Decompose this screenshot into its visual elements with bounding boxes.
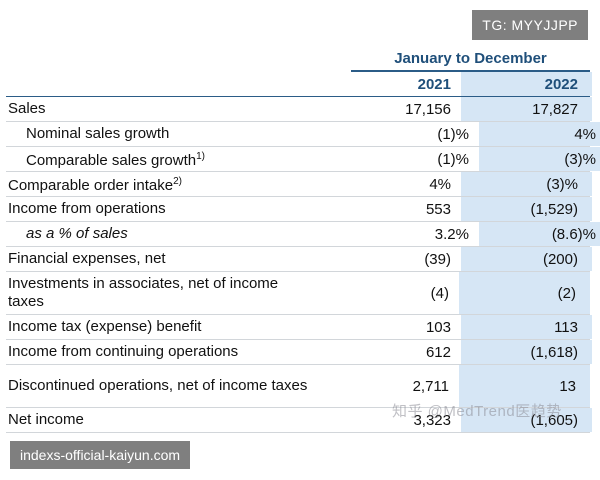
row-label-wrap: Comparable order intake2) <box>6 173 353 195</box>
value-2022: (2) <box>459 272 590 314</box>
value-2022: (8.6)% <box>479 222 600 246</box>
year-2022-header: 2022 <box>461 72 592 96</box>
value-2021: (1)% <box>437 125 469 143</box>
value-2021: 612 <box>425 343 451 361</box>
period-header-row: January to December <box>6 48 590 72</box>
row-label: Sales <box>8 100 46 117</box>
row-label: Discontinued operations, net of income t… <box>8 377 308 394</box>
table-row: Discontinued operations, net of income t… <box>6 365 590 408</box>
value-2022: 17,827 <box>461 97 592 121</box>
row-label: as a % of sales <box>26 225 128 242</box>
year-2021-header: 2021 <box>417 75 451 93</box>
table-row: Income from operations 553 (1,529) <box>6 197 592 222</box>
value-2022: (1,618) <box>461 340 592 364</box>
value-2021: (39) <box>424 250 451 268</box>
value-2022: 113 <box>461 315 592 339</box>
row-label: Financial expenses, net <box>8 250 166 267</box>
value-2021: 2,711 <box>412 377 449 395</box>
value-2021: 103 <box>425 318 451 336</box>
income-statement-table: January to December 2021 2022 Sales 17,1… <box>6 48 600 433</box>
value-2021: 553 <box>425 200 451 218</box>
row-label: Comparable sales growth <box>26 152 197 169</box>
value-2022: (1,529) <box>461 197 592 221</box>
table-row: Nominal sales growth (1)% 4% <box>6 122 600 147</box>
value-2022: 4% <box>479 122 600 146</box>
value-2021: 4% <box>429 175 451 193</box>
footnote-marker: 2) <box>173 176 182 187</box>
table-row: Comparable order intake2) 4% (3)% <box>6 172 592 197</box>
table-row: Investments in associates, net of income… <box>6 272 590 315</box>
table-row: Income tax (expense) benefit 103 113 <box>6 315 592 340</box>
year-header-row: 2021 2022 <box>6 72 592 97</box>
value-2021: 17,156 <box>405 100 451 118</box>
table-row: Income from continuing operations 612 (1… <box>6 340 592 365</box>
row-label: Comparable order intake <box>8 177 174 194</box>
tg-badge: TG: MYYJJPP <box>472 10 588 40</box>
site-badge: indexs-official-kaiyun.com <box>10 441 191 469</box>
value-2021: 3.2% <box>434 225 469 243</box>
row-label: Income from continuing operations <box>8 343 239 360</box>
value-2022: (3)% <box>461 172 592 196</box>
row-label: Nominal sales growth <box>26 125 170 142</box>
value-2022: (1,605) <box>461 408 592 432</box>
table-row: as a % of sales 3.2% (8.6)% <box>6 222 600 247</box>
period-header: January to December <box>351 48 590 72</box>
row-label-wrap: Comparable sales growth1) <box>6 148 371 170</box>
value-2022: (3)% <box>479 147 600 171</box>
footnote-marker: 1) <box>196 151 205 162</box>
value-2022: 13 <box>459 365 590 407</box>
row-label: Income tax (expense) benefit <box>8 318 202 335</box>
table-row: Comparable sales growth1) (1)% (3)% <box>6 147 600 172</box>
table-row: Sales 17,156 17,827 <box>6 97 592 122</box>
value-2021: (4) <box>430 284 449 302</box>
table-row: Financial expenses, net (39) (200) <box>6 247 592 272</box>
row-label: Net income <box>8 411 84 428</box>
row-label: Investments in associates, net of income… <box>8 275 279 310</box>
value-2021: (1)% <box>437 150 469 168</box>
value-2022: (200) <box>461 247 592 271</box>
table-row: Net income 3,323 (1,605) <box>6 408 592 433</box>
value-2021: 3,323 <box>413 411 451 429</box>
row-label: Income from operations <box>8 200 166 217</box>
